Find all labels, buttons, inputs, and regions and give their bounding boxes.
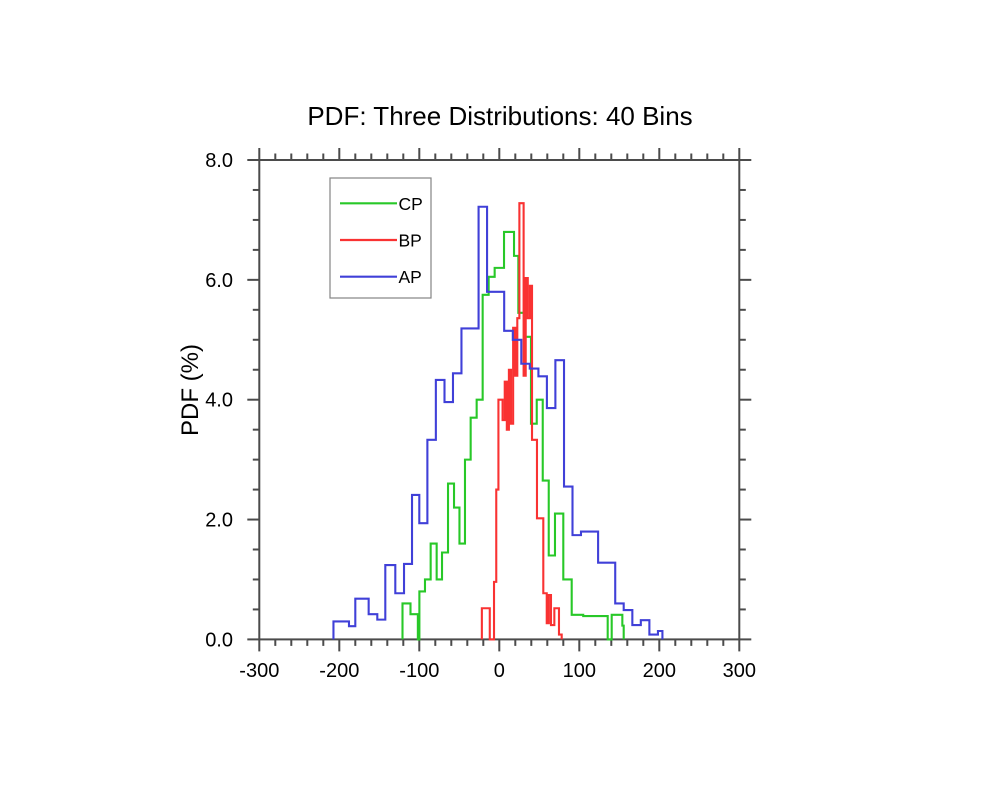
legend-label-CP: CP <box>399 194 423 214</box>
x-axis-tick-label: -200 <box>319 660 359 682</box>
series-AP-curve <box>332 205 664 640</box>
x-axis-tick-label: -100 <box>399 660 439 682</box>
y-axis-tick-label: 4.0 <box>205 390 233 412</box>
y-axis-tick-label: 0.0 <box>205 629 233 651</box>
x-axis-tick-label: 0 <box>494 660 505 682</box>
x-axis-tick-label: 200 <box>643 660 676 682</box>
y-axis-tick-label: 6.0 <box>205 270 233 292</box>
legend-box <box>329 177 432 299</box>
plot-frame <box>258 159 741 641</box>
x-axis-tick-label: 100 <box>563 660 596 682</box>
legend-label-BP: BP <box>399 231 422 251</box>
y-axis-tick-label: 8.0 <box>205 150 233 172</box>
chart-title: PDF: Three Distributions: 40 Bins <box>307 101 693 131</box>
y-axis-tick-label: 2.0 <box>205 510 233 532</box>
series-BP-curve <box>480 202 563 641</box>
series-CP-curve <box>401 230 625 641</box>
x-axis-tick-label: -300 <box>239 660 279 682</box>
x-axis-tick-label: 300 <box>723 660 756 682</box>
legend-label-AP: AP <box>399 267 422 287</box>
